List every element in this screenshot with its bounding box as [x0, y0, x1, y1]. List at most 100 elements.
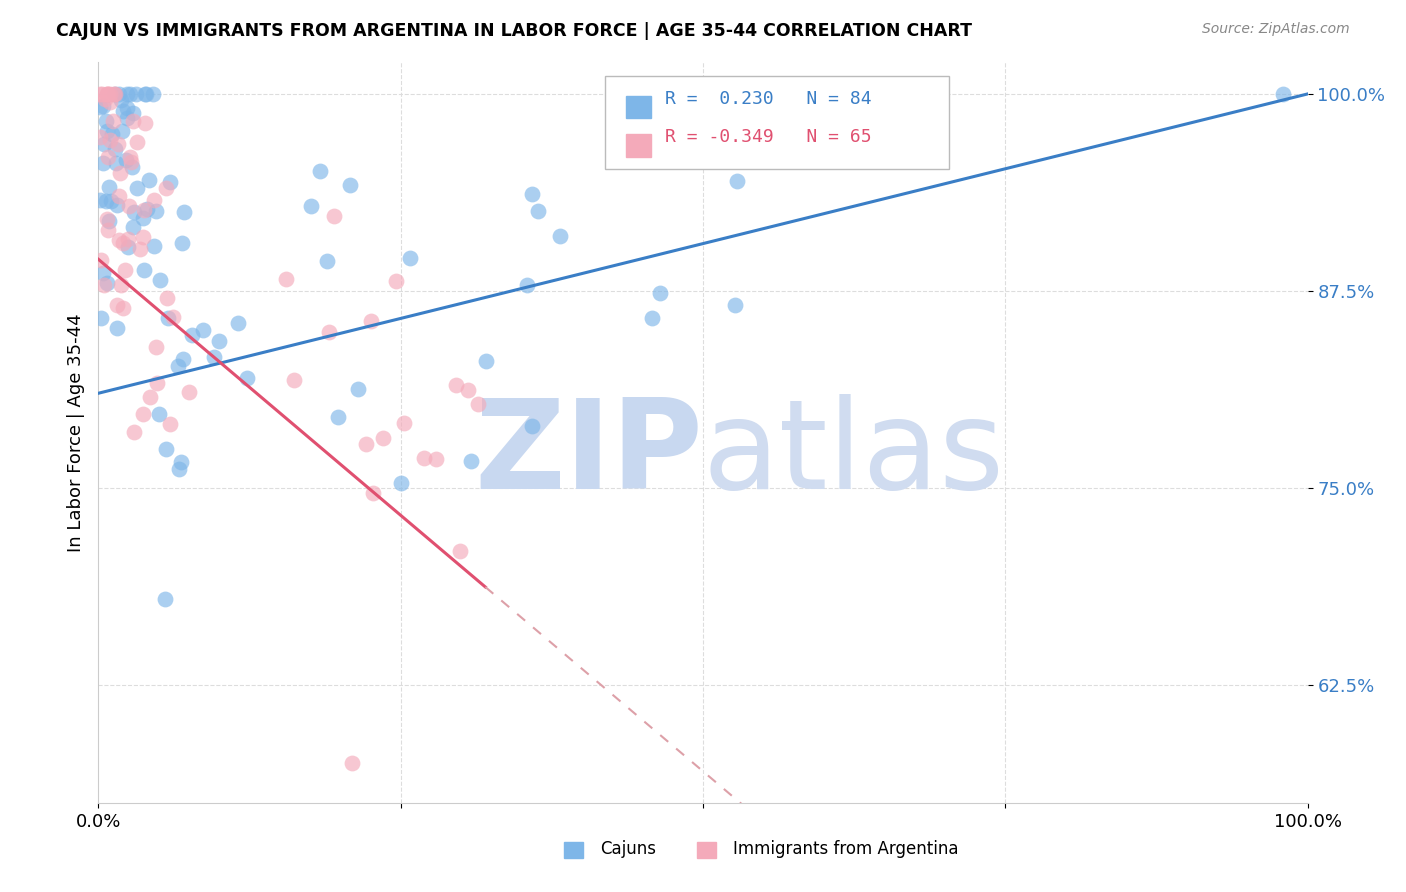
Point — [475, 354, 498, 368]
Text: Source: ZipAtlas.com: Source: ZipAtlas.com — [1202, 22, 1350, 37]
Point — [173, 205, 195, 219]
Point — [98, 180, 121, 194]
Point — [108, 166, 131, 180]
Point — [97, 150, 120, 164]
Point — [145, 204, 167, 219]
Point — [135, 87, 157, 101]
Point — [142, 193, 165, 207]
Point — [155, 442, 177, 456]
Point — [108, 233, 131, 247]
Point — [117, 239, 139, 253]
Point — [134, 87, 156, 102]
Point — [107, 321, 129, 335]
Point — [360, 314, 382, 328]
Point — [170, 235, 193, 250]
Point — [129, 242, 152, 256]
Point — [156, 311, 179, 326]
Point — [114, 263, 136, 277]
Point — [309, 164, 332, 178]
Point — [520, 419, 543, 434]
Point — [104, 87, 127, 101]
Text: atlas: atlas — [703, 394, 1005, 516]
Point — [346, 383, 368, 397]
Point — [316, 254, 339, 268]
Point — [202, 350, 225, 364]
Point — [98, 133, 121, 147]
Text: R = -0.349   N = 65: R = -0.349 N = 65 — [665, 128, 872, 145]
Point — [389, 475, 412, 490]
Point — [516, 277, 538, 292]
Point — [91, 99, 114, 113]
Point — [101, 127, 124, 141]
Point — [412, 451, 434, 466]
Point — [548, 229, 571, 244]
Point — [134, 262, 156, 277]
Point — [96, 87, 118, 101]
Point — [110, 278, 132, 293]
Point — [145, 339, 167, 353]
Point — [97, 87, 120, 101]
Point — [155, 592, 177, 607]
Text: CAJUN VS IMMIGRANTS FROM ARGENTINA IN LABOR FORCE | AGE 35-44 CORRELATION CHART: CAJUN VS IMMIGRANTS FROM ARGENTINA IN LA… — [56, 22, 972, 40]
Point — [166, 359, 188, 373]
Point — [384, 274, 406, 288]
Point — [444, 378, 467, 392]
Point — [112, 301, 135, 315]
Point — [122, 106, 145, 120]
Point — [177, 385, 200, 400]
Point — [155, 181, 177, 195]
Point — [94, 194, 117, 208]
Point — [97, 222, 120, 236]
Point — [103, 87, 125, 101]
Point — [159, 417, 181, 431]
Point — [149, 273, 172, 287]
Point — [89, 193, 111, 207]
Point — [725, 174, 748, 188]
Point — [361, 486, 384, 500]
Point — [328, 409, 350, 424]
Point — [1272, 87, 1295, 101]
Point — [90, 311, 112, 326]
Point — [101, 114, 124, 128]
Point — [91, 266, 114, 280]
Point — [108, 189, 131, 203]
Point — [425, 451, 447, 466]
Point — [191, 323, 214, 337]
Point — [104, 142, 127, 156]
Point — [399, 251, 422, 265]
Point — [143, 238, 166, 252]
Bar — [564, 842, 582, 858]
Point — [162, 310, 184, 325]
Point — [138, 172, 160, 186]
Point — [121, 114, 143, 128]
Point — [354, 436, 377, 450]
Point — [98, 214, 121, 228]
Point — [235, 370, 257, 384]
Point — [96, 124, 118, 138]
Point — [122, 425, 145, 439]
Point — [120, 154, 142, 169]
Point — [125, 135, 148, 149]
Point — [159, 176, 181, 190]
Point — [100, 194, 122, 208]
Point — [115, 101, 138, 115]
Point — [138, 390, 160, 404]
Point — [110, 93, 132, 107]
Text: Cajuns: Cajuns — [600, 839, 657, 858]
Point — [342, 756, 364, 771]
Point — [169, 462, 191, 476]
Point — [107, 137, 129, 152]
Point — [323, 209, 346, 223]
Point — [208, 334, 231, 348]
Point — [742, 103, 765, 117]
Point — [117, 199, 139, 213]
Point — [467, 397, 489, 411]
Point — [122, 219, 145, 234]
Point — [125, 180, 148, 194]
Point — [641, 311, 664, 326]
Point — [724, 298, 747, 312]
Point — [111, 104, 134, 119]
Point — [132, 229, 155, 244]
Point — [96, 113, 118, 128]
Point — [117, 232, 139, 246]
